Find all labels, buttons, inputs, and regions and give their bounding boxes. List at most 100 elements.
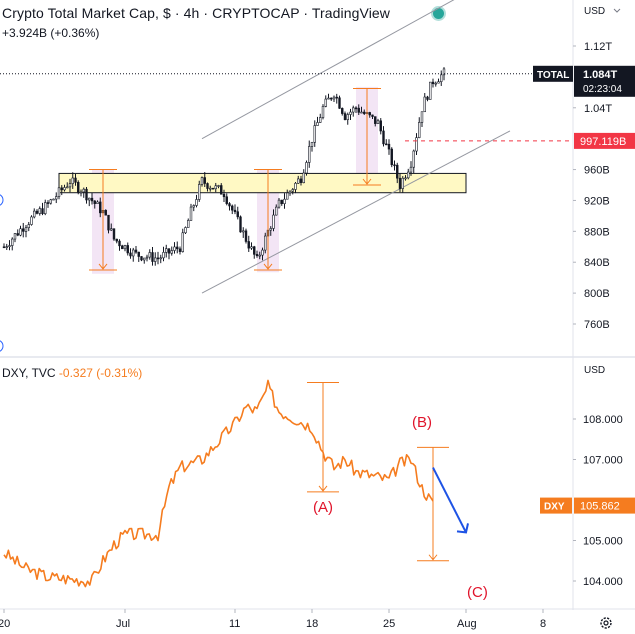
candle-body (319, 117, 322, 123)
candle-body (77, 182, 80, 193)
candle-body (220, 185, 223, 195)
candle-body (382, 130, 385, 145)
candle-body (346, 114, 349, 120)
candle-body (231, 205, 234, 211)
candle-body (104, 209, 107, 216)
gear-hub (603, 620, 609, 626)
dxy-axis-unit: USD (584, 365, 605, 376)
candle-body (360, 111, 363, 114)
settings-gear-icon[interactable] (600, 617, 612, 629)
candle-body (99, 201, 102, 214)
candle-body (209, 187, 212, 190)
candle-body (13, 233, 17, 240)
candle-body (74, 177, 77, 183)
candle-body (423, 96, 426, 113)
candle-body (184, 227, 187, 234)
candle-body (38, 208, 41, 214)
candle-body (189, 206, 193, 221)
candle-body (277, 199, 281, 208)
candle-body (352, 107, 355, 113)
candle-body (363, 111, 366, 114)
price-tick-label: 800B (584, 288, 610, 300)
candle-body (49, 199, 52, 204)
candle-body (33, 210, 36, 218)
dxy-header: DXY, TVC -0.327 (-0.31%) (2, 366, 142, 380)
candle-body (275, 206, 278, 216)
wave-label-a: (A) (313, 499, 333, 516)
live-status-icon (433, 8, 444, 19)
candle-body (11, 238, 14, 246)
candle-body (299, 178, 303, 183)
candle-body (330, 97, 333, 100)
price-tick-label: 840B (584, 257, 610, 269)
candle-body (327, 97, 330, 100)
candle-body (374, 116, 377, 124)
candle-body (341, 108, 344, 114)
candle-body (8, 245, 11, 247)
candle-body (126, 245, 129, 254)
candle-body (121, 245, 124, 250)
candle-body (132, 249, 135, 257)
dxy-series-line (3, 379, 434, 588)
candle-body (170, 250, 173, 254)
dxy-value-tag: 105.862 (580, 501, 620, 513)
candle-body (291, 189, 294, 192)
candle-body (233, 209, 237, 213)
candle-body (46, 202, 50, 204)
candle-body (368, 112, 371, 116)
candle-body (176, 246, 179, 250)
candle-body (222, 193, 226, 198)
candle-body (129, 252, 132, 257)
candle-body (242, 230, 245, 233)
candle-body (63, 187, 66, 191)
candle-body (308, 146, 311, 163)
price-tick-label: 760B (584, 319, 610, 331)
candle-body (264, 235, 267, 251)
candle-body (338, 97, 341, 109)
candle-body (112, 228, 116, 240)
candle-body (82, 188, 85, 193)
candle-body (244, 230, 248, 242)
dxy-tick-label: 107.000 (583, 455, 623, 467)
dxy-tick-label: 105.000 (583, 536, 623, 548)
candle-body (258, 254, 261, 257)
candle-body (272, 214, 275, 229)
candle-body (27, 224, 30, 229)
candle-body (217, 185, 220, 187)
channel-lower-line (201, 130, 511, 294)
wave-label-b: (B) (412, 414, 432, 431)
time-tick-label: Jul (116, 618, 130, 630)
candle-body (376, 120, 380, 124)
time-tick-label: 18 (306, 618, 318, 630)
candle-body (310, 141, 314, 147)
candle-body (343, 113, 347, 120)
dxy-tag-bg (540, 497, 572, 514)
time-tick-label: 20 (0, 618, 10, 630)
resistance-tag-value: 997.119B (580, 136, 626, 148)
support-zone (58, 172, 467, 194)
candle-body (442, 68, 446, 76)
candle-body (79, 191, 83, 194)
symbol-tag-bg (533, 65, 573, 82)
candle-body (250, 246, 253, 249)
price-tick-label: 1.04T (584, 103, 612, 115)
candle-body (137, 251, 140, 257)
candle-body (398, 177, 402, 189)
candle-body (173, 246, 176, 251)
candle-body (280, 199, 283, 204)
price-tick-label: 1.12T (584, 41, 612, 53)
price-tick-label: 960B (584, 165, 610, 177)
candle-body (143, 257, 146, 261)
candle-body (393, 164, 396, 167)
candle-body (90, 197, 94, 202)
candle-body (297, 178, 300, 184)
last-price-value: 1.084T (583, 69, 618, 81)
time-tick-label: 11 (229, 618, 240, 630)
candle-body (294, 182, 297, 190)
candle-body (55, 196, 58, 200)
candle-body (154, 257, 157, 262)
dxy-measure-arrowhead-1 (428, 554, 438, 561)
candle-body (354, 107, 358, 110)
candle-body (35, 210, 39, 214)
